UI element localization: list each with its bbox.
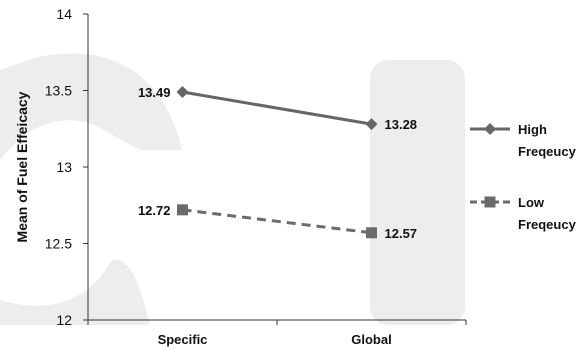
y-tick-label: 13 xyxy=(56,159,72,175)
axes xyxy=(83,13,467,325)
series-line-2 xyxy=(182,208,372,235)
data-point xyxy=(365,118,378,131)
y-tick-label: 14 xyxy=(56,6,72,22)
legend-label: High xyxy=(518,122,547,137)
y-tick-labels: 12 12.5 13 13.5 14 xyxy=(45,6,72,328)
x-tick-label: Specific xyxy=(158,332,208,347)
legend-marker xyxy=(484,196,496,208)
legend: High Freqeucy Low Freqeucy xyxy=(470,122,577,232)
data-label: 13.49 xyxy=(138,85,171,100)
data-label: 13.28 xyxy=(385,117,418,132)
data-point xyxy=(366,227,377,239)
y-tick-label: 12.5 xyxy=(45,236,72,252)
legend-label: Low xyxy=(518,195,545,210)
legend-label: Freqeucy xyxy=(518,217,577,232)
data-point xyxy=(177,204,188,216)
legend-marker xyxy=(484,123,496,135)
data-label: 12.72 xyxy=(138,203,171,218)
y-tick-label: 12 xyxy=(56,312,72,328)
legend-label: Freqeucy xyxy=(518,144,577,159)
data-point xyxy=(176,86,189,99)
y-axis-title: Mean of Fuel Effeicacy xyxy=(14,91,30,242)
data-label: 12.57 xyxy=(385,226,418,241)
series-layer xyxy=(176,86,378,239)
y-tick-label: 13.5 xyxy=(45,83,72,99)
series-line-1 xyxy=(182,90,372,126)
x-tick-label: Global xyxy=(351,332,391,347)
x-tick-labels: Specific Global xyxy=(158,332,392,347)
data-labels: 13.49 13.28 12.72 12.57 xyxy=(138,85,417,241)
watermark xyxy=(0,53,465,325)
